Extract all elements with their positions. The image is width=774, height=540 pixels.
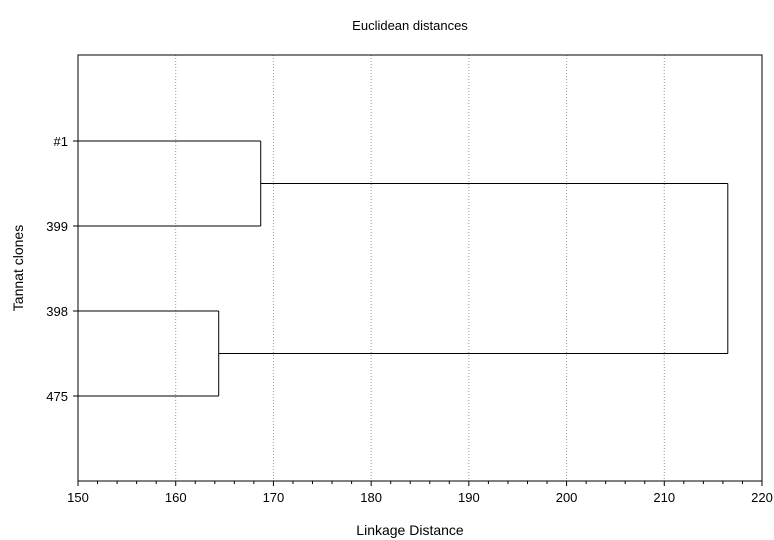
x-tick-label: 190	[458, 490, 480, 505]
x-tick-label: 150	[67, 490, 89, 505]
y-tick-label: 398	[46, 304, 68, 319]
dendrogram-branches	[78, 140, 729, 397]
y-tick-label: 399	[46, 219, 68, 234]
y-axis-label: Tannat clones	[10, 225, 26, 311]
y-axis: #1 399 398 475	[46, 134, 78, 404]
x-tick-label: 210	[653, 490, 675, 505]
x-tick-label: 160	[165, 490, 187, 505]
x-tick-label: 170	[263, 490, 285, 505]
x-tick-label: 180	[360, 490, 382, 505]
y-tick-label: 475	[46, 389, 68, 404]
y-tick-label: #1	[54, 134, 68, 149]
x-axis: 150 160 170 180 190 200 210 220	[67, 481, 773, 505]
grid-lines	[175, 55, 665, 481]
chart-title: Euclidean distances	[352, 18, 468, 33]
plot-frame	[77, 54, 763, 482]
x-tick-label: 200	[556, 490, 578, 505]
x-tick-label: 220	[751, 490, 773, 505]
x-axis-label: Linkage Distance	[356, 522, 464, 538]
